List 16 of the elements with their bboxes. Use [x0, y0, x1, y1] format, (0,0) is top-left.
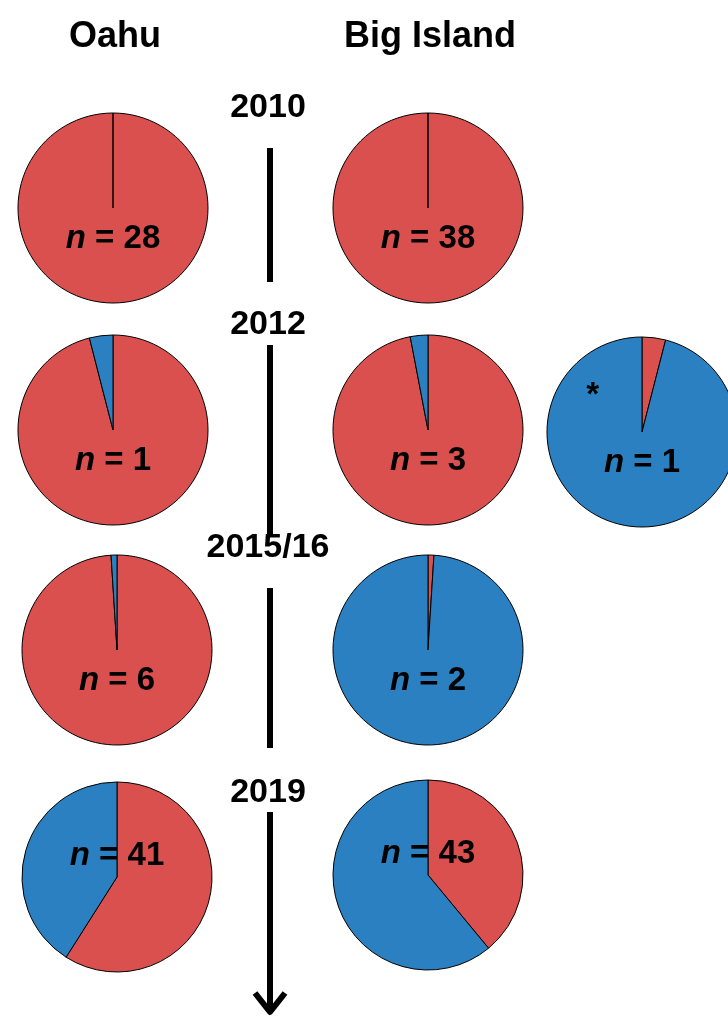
chart-subtitle: 2012 — [230, 302, 306, 342]
text: n = 1 — [603, 442, 681, 479]
text: * — [585, 375, 600, 412]
text: n = 43 — [380, 833, 476, 870]
chart-subtitle: 2015/16 — [206, 525, 330, 565]
chart-subtitle: 2010 — [230, 85, 306, 125]
text: n = 38 — [380, 218, 476, 255]
text: n = 3 — [389, 440, 467, 477]
text: n = 1 — [74, 440, 152, 477]
chart-subtitle: 2019 — [230, 770, 306, 810]
text: n = 41 — [69, 835, 165, 872]
text: n = 28 — [65, 218, 161, 255]
text: n = 2 — [389, 660, 467, 697]
text: n = 6 — [78, 660, 156, 697]
chart-title: Big Island — [343, 14, 517, 56]
chart-title: Oahu — [68, 14, 162, 56]
